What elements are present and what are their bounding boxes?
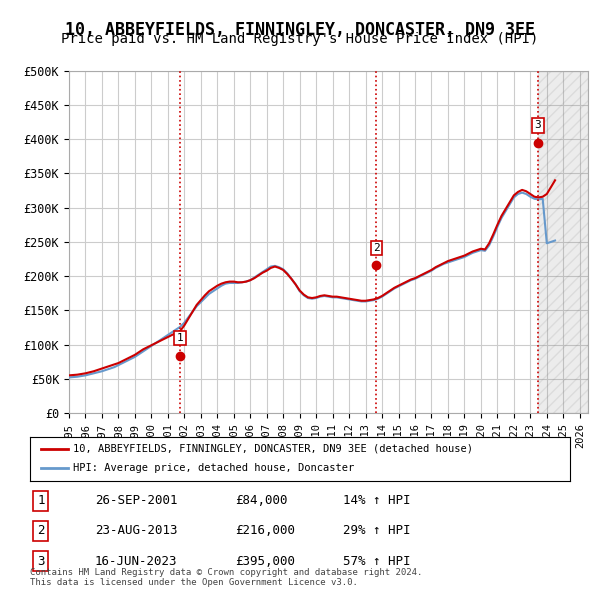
Text: HPI: Average price, detached house, Doncaster: HPI: Average price, detached house, Donc… xyxy=(73,464,355,473)
Text: 26-SEP-2001: 26-SEP-2001 xyxy=(95,494,178,507)
Text: 16-JUN-2023: 16-JUN-2023 xyxy=(95,555,178,568)
Text: 2: 2 xyxy=(37,525,44,537)
Text: 57% ↑ HPI: 57% ↑ HPI xyxy=(343,555,410,568)
Bar xyxy=(538,71,588,413)
Text: 3: 3 xyxy=(535,120,541,130)
Text: 2: 2 xyxy=(373,243,379,253)
Text: 23-AUG-2013: 23-AUG-2013 xyxy=(95,525,178,537)
Text: £84,000: £84,000 xyxy=(235,494,288,507)
Text: 1: 1 xyxy=(176,333,184,343)
Text: £216,000: £216,000 xyxy=(235,525,295,537)
Text: 14% ↑ HPI: 14% ↑ HPI xyxy=(343,494,410,507)
Text: 10, ABBEYFIELDS, FINNINGLEY, DONCASTER, DN9 3EE: 10, ABBEYFIELDS, FINNINGLEY, DONCASTER, … xyxy=(65,21,535,39)
Text: £395,000: £395,000 xyxy=(235,555,295,568)
Text: 10, ABBEYFIELDS, FINNINGLEY, DONCASTER, DN9 3EE (detached house): 10, ABBEYFIELDS, FINNINGLEY, DONCASTER, … xyxy=(73,444,473,454)
Text: 1: 1 xyxy=(37,494,44,507)
Text: 3: 3 xyxy=(37,555,44,568)
Text: Contains HM Land Registry data © Crown copyright and database right 2024.
This d: Contains HM Land Registry data © Crown c… xyxy=(30,568,422,587)
Text: 29% ↑ HPI: 29% ↑ HPI xyxy=(343,525,410,537)
Text: Price paid vs. HM Land Registry's House Price Index (HPI): Price paid vs. HM Land Registry's House … xyxy=(61,32,539,47)
